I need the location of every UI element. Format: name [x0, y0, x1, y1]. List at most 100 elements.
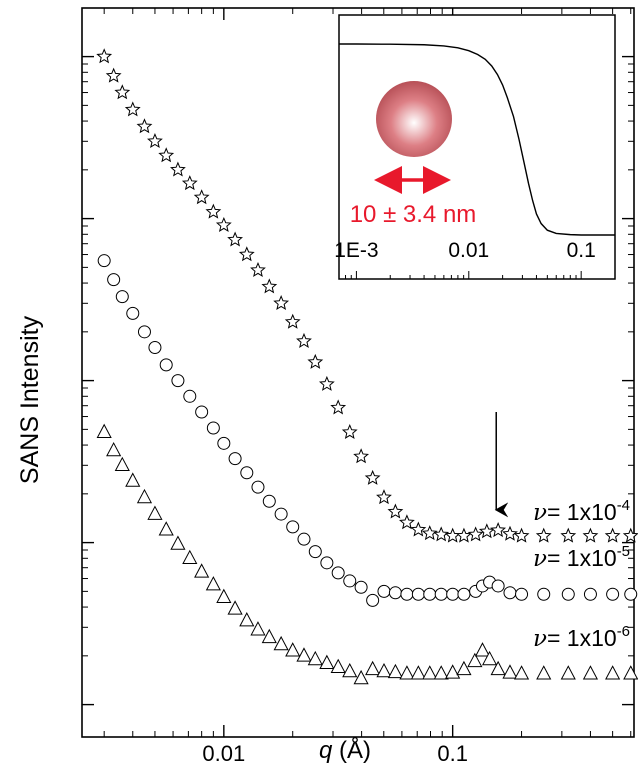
data-point [353, 669, 369, 685]
data-point [411, 587, 425, 601]
data-point [388, 586, 402, 600]
data-point [387, 663, 403, 679]
data-point [228, 452, 242, 466]
data-point [171, 374, 185, 388]
data-point [148, 341, 162, 355]
data-point [387, 503, 404, 519]
data-point [262, 494, 276, 508]
data-point [623, 665, 638, 680]
data-point [297, 532, 311, 546]
data-point [206, 421, 220, 435]
data-point [474, 642, 491, 657]
data-point [170, 535, 186, 550]
series-label-text: = 1x10 [547, 625, 617, 651]
series-label: ν= 1x10-4 [533, 497, 630, 526]
data-point [467, 652, 483, 668]
data-point [622, 527, 638, 543]
x-axis-label-symbol: q [319, 737, 333, 764]
data-point [158, 147, 175, 163]
data-point [433, 526, 450, 542]
data-point [456, 527, 472, 543]
data-point [240, 466, 254, 480]
series-label-exponent: -4 [617, 497, 630, 514]
plot-border [81, 7, 635, 738]
data-point [490, 522, 507, 538]
data-point [560, 527, 577, 543]
data-point [147, 133, 163, 149]
data-point [251, 480, 265, 494]
data-point [561, 587, 575, 601]
data-point [399, 665, 415, 680]
data-point [467, 526, 484, 542]
data-point [364, 469, 381, 485]
inset-x-ticks: 1E-3 0.01 0.1 [334, 239, 616, 279]
data-point [536, 665, 552, 680]
data-point [296, 647, 312, 662]
data-point [183, 389, 197, 403]
data-point [377, 584, 391, 598]
data-point [194, 563, 210, 578]
plot-frame [81, 7, 635, 738]
data-point [456, 660, 472, 676]
data-point [503, 586, 517, 600]
data-point [114, 84, 131, 100]
data-point [217, 436, 231, 450]
data-point [307, 353, 324, 369]
data-point [318, 375, 335, 391]
data-point [583, 587, 597, 601]
data-point [537, 587, 551, 601]
data-point [457, 587, 471, 601]
data-point [286, 520, 300, 534]
data-point [106, 441, 122, 457]
data-point [319, 654, 335, 669]
data-point [399, 514, 415, 530]
series-label: ν= 1x10-6 [533, 623, 630, 652]
series-triangle [96, 423, 638, 685]
data-point [320, 556, 334, 570]
data-point [115, 290, 129, 304]
series-star [96, 48, 638, 543]
data-point [502, 525, 518, 541]
data-point [513, 665, 530, 680]
data-point [124, 101, 141, 117]
data-point [238, 246, 255, 262]
series-label-symbol: ν [533, 546, 547, 572]
data-point [96, 423, 112, 438]
data-point [114, 456, 130, 472]
data-point [159, 358, 173, 372]
data-point [560, 665, 576, 680]
data-point [331, 566, 345, 580]
data-point [433, 665, 449, 680]
data-point [308, 545, 322, 559]
inset-form-factor-curve [339, 43, 615, 236]
data-point [136, 118, 153, 134]
data-point [343, 574, 357, 588]
series-label-exponent: -5 [617, 543, 630, 560]
data-point [341, 423, 358, 439]
data-point [400, 587, 414, 601]
data-point [193, 189, 210, 205]
series-circle [97, 254, 638, 607]
data-point [136, 488, 153, 504]
data-point [205, 203, 222, 219]
series-label: ν= 1x10-5 [533, 543, 630, 572]
series-layer [96, 48, 638, 685]
data-point [582, 527, 599, 543]
data-point [307, 650, 323, 666]
data-point [353, 448, 370, 464]
data-point [126, 306, 140, 320]
data-point [284, 313, 301, 329]
data-point [605, 665, 621, 680]
series-label-exponent: -6 [617, 623, 630, 640]
data-point [422, 665, 438, 680]
data-point [535, 527, 552, 543]
data-point [606, 587, 620, 601]
data-point [261, 278, 278, 294]
data-point [502, 664, 518, 679]
data-point [624, 587, 638, 601]
data-point [182, 549, 198, 565]
data-point [410, 665, 426, 680]
size-label: 10 ± 3.4 nm [350, 201, 477, 228]
inset-tick-label: 0.1 [567, 239, 596, 262]
